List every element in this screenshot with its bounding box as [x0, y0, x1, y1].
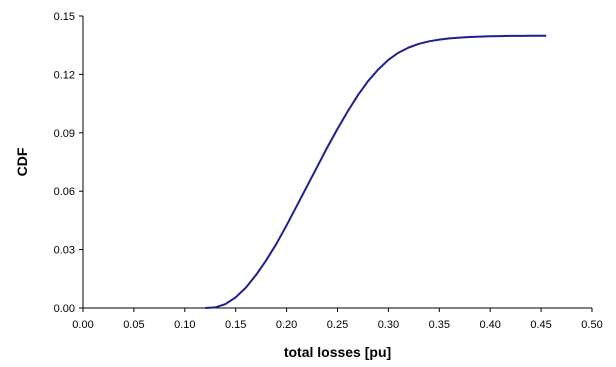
x-tick-label: 0.00 — [72, 319, 93, 331]
x-tick-label: 0.35 — [429, 319, 450, 331]
cdf-series-line — [205, 34, 547, 309]
y-tick-label: 0.12 — [54, 69, 75, 81]
x-tick-label: 0.50 — [581, 319, 602, 331]
y-tick-label: 0.06 — [54, 186, 75, 198]
y-axis-ticks: 0.00 0.03 0.06 0.09 0.12 0.15 — [54, 11, 83, 315]
x-tick-label: 0.25 — [327, 319, 348, 331]
y-tick-label: 0.15 — [54, 11, 75, 23]
x-axis-title: total losses [pu] — [284, 344, 391, 360]
y-tick-label: 0.09 — [54, 128, 75, 140]
y-tick-label: 0.00 — [54, 303, 75, 315]
x-axis-ticks: 0.00 0.05 0.10 0.15 0.20 0.25 0.30 0.35 0.40 0.45… — [72, 308, 603, 331]
y-axis-title: CDF — [14, 147, 30, 176]
x-tick-label: 0.30 — [378, 319, 399, 331]
x-tick-label: 0.40 — [479, 319, 500, 331]
x-tick-label: 0.05 — [123, 319, 144, 331]
x-tick-label: 0.45 — [530, 319, 551, 331]
x-tick-label: 0.10 — [174, 319, 195, 331]
x-tick-label: 0.15 — [225, 319, 246, 331]
series-layer — [205, 34, 547, 309]
y-tick-label: 0.03 — [54, 245, 75, 257]
x-tick-label: 0.20 — [276, 319, 297, 331]
